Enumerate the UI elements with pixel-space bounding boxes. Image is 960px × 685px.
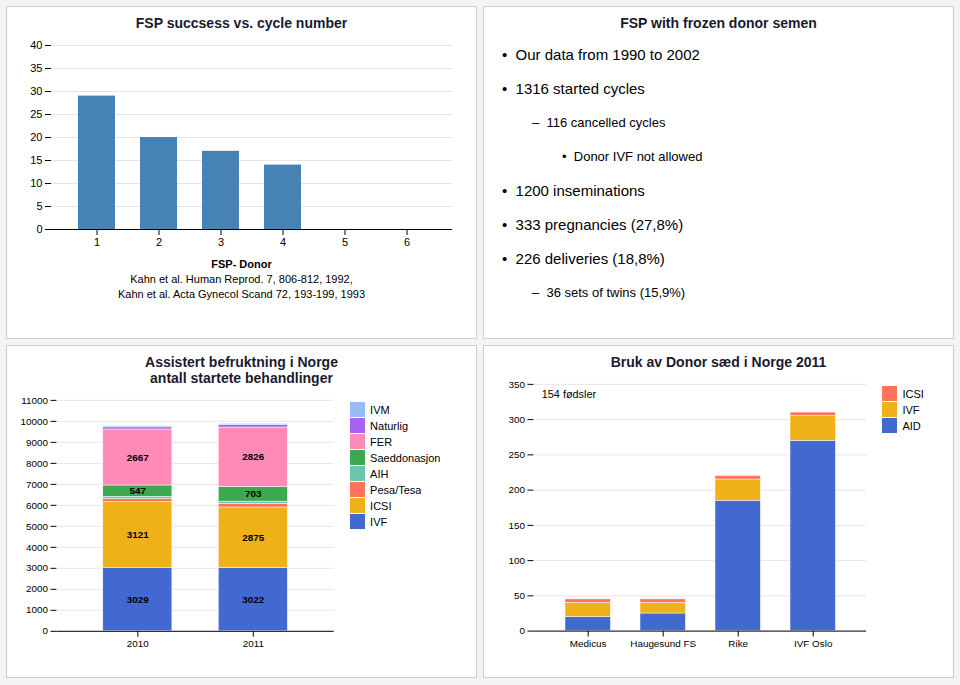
svg-text:0: 0 xyxy=(520,625,526,636)
svg-text:3: 3 xyxy=(218,236,224,248)
svg-text:703: 703 xyxy=(245,488,262,499)
html-text:FER: FER xyxy=(370,435,393,448)
svg-text:25: 25 xyxy=(30,108,42,120)
svg-text:Haugesund FS: Haugesund FS xyxy=(630,638,696,649)
html-text:IVF: IVF xyxy=(902,403,920,416)
svg-text:5: 5 xyxy=(342,236,348,248)
html-text:Kahn et al. Acta Gynecol Scand: Kahn et al. Acta Gynecol Scand 72, 193-1… xyxy=(118,288,365,300)
html-text:Pesa/Tesa: Pesa/Tesa xyxy=(370,483,422,496)
svg-text:10: 10 xyxy=(30,177,42,189)
svg-text:20: 20 xyxy=(30,131,42,143)
svg-text:0: 0 xyxy=(43,625,49,636)
svg-text:1: 1 xyxy=(94,236,100,248)
svg-text:3121: 3121 xyxy=(127,529,149,540)
svg-text:IVF Oslo: IVF Oslo xyxy=(794,638,833,649)
html-text:Naturlig: Naturlig xyxy=(370,419,408,432)
html-text:Saeddonasjon: Saeddonasjon xyxy=(370,451,441,464)
svg-text:5000: 5000 xyxy=(26,520,48,531)
svg-text:4: 4 xyxy=(280,236,286,248)
svg-text:154 fødsler: 154 fødsler xyxy=(542,388,597,400)
svg-text:100: 100 xyxy=(509,555,526,566)
svg-text:8000: 8000 xyxy=(26,458,48,469)
svg-text:350: 350 xyxy=(509,379,526,390)
html-text:Bruk av Donor sæd i Norge 2011: Bruk av Donor sæd i Norge 2011 xyxy=(610,354,827,370)
svg-text:11000: 11000 xyxy=(21,395,48,406)
svg-text:9000: 9000 xyxy=(26,437,48,448)
svg-text:2000: 2000 xyxy=(26,583,48,594)
html-text:• 1316 started cycles: • 1316 started cycles xyxy=(502,80,645,97)
svg-text:2010: 2010 xyxy=(127,638,149,649)
html-text:• Donor IVF not allowed: • Donor IVF not allowed xyxy=(562,149,703,164)
svg-text:Medicus: Medicus xyxy=(570,638,607,649)
html-text:AID: AID xyxy=(902,419,921,432)
svg-text:15: 15 xyxy=(30,154,42,166)
html-text:FSP with frozen donor semen: FSP with frozen donor semen xyxy=(620,15,817,31)
svg-text:200: 200 xyxy=(509,484,526,495)
svg-text:6: 6 xyxy=(404,236,410,248)
svg-text:2667: 2667 xyxy=(127,452,149,463)
html-text:ICSI: ICSI xyxy=(370,499,392,512)
svg-text:3022: 3022 xyxy=(242,594,264,605)
html-text:Kahn et al. Human Reprod. 7, 8: Kahn et al. Human Reprod. 7, 806-812, 19… xyxy=(130,273,353,285)
svg-text:547: 547 xyxy=(130,485,147,496)
svg-text:3029: 3029 xyxy=(127,594,149,605)
html-text:– 116 cancelled cycles: – 116 cancelled cycles xyxy=(532,115,666,130)
svg-text:50: 50 xyxy=(514,590,525,601)
svg-text:6000: 6000 xyxy=(26,499,48,510)
svg-text:2011: 2011 xyxy=(243,638,264,649)
svg-text:4000: 4000 xyxy=(26,541,48,552)
html-text:• 1200 inseminations: • 1200 inseminations xyxy=(502,182,645,199)
svg-text:0: 0 xyxy=(36,223,42,235)
svg-text:1000: 1000 xyxy=(26,604,48,615)
svg-text:30: 30 xyxy=(30,85,42,97)
html-text:FSP- Donor: FSP- Donor xyxy=(211,258,272,270)
svg-text:300: 300 xyxy=(509,414,526,425)
html-text:• 226 deliveries (18,8%): • 226 deliveries (18,8%) xyxy=(502,250,665,267)
html-text:IVF: IVF xyxy=(370,515,388,528)
svg-text:150: 150 xyxy=(509,520,526,531)
html-text:• Our data from 1990 to 2002: • Our data from 1990 to 2002 xyxy=(502,46,700,63)
svg-text:2875: 2875 xyxy=(242,532,264,543)
svg-text:3000: 3000 xyxy=(26,562,48,573)
svg-text:5: 5 xyxy=(36,200,42,212)
html-text:IVM: IVM xyxy=(370,403,390,416)
html-text:– 36 sets of twins (15,9%): – 36 sets of twins (15,9%) xyxy=(532,285,686,300)
svg-text:35: 35 xyxy=(30,62,42,74)
svg-text:250: 250 xyxy=(509,449,526,460)
svg-text:10000: 10000 xyxy=(21,416,49,427)
svg-text:2: 2 xyxy=(156,236,162,248)
svg-text:Rike: Rike xyxy=(728,638,748,649)
html-text:ICSI: ICSI xyxy=(902,387,924,400)
html-text:Assistert befruktning i Norge: Assistert befruktning i Norge antall sta… xyxy=(145,354,338,386)
svg-text:40: 40 xyxy=(30,39,42,51)
html-text:AIH: AIH xyxy=(370,467,389,480)
svg-text:2826: 2826 xyxy=(242,451,264,462)
html-text:• 333 pregnancies (27,8%): • 333 pregnancies (27,8%) xyxy=(502,216,684,233)
html-text:FSP succsess vs. cycle number: FSP succsess vs. cycle number xyxy=(135,15,348,31)
svg-text:7000: 7000 xyxy=(26,479,48,490)
